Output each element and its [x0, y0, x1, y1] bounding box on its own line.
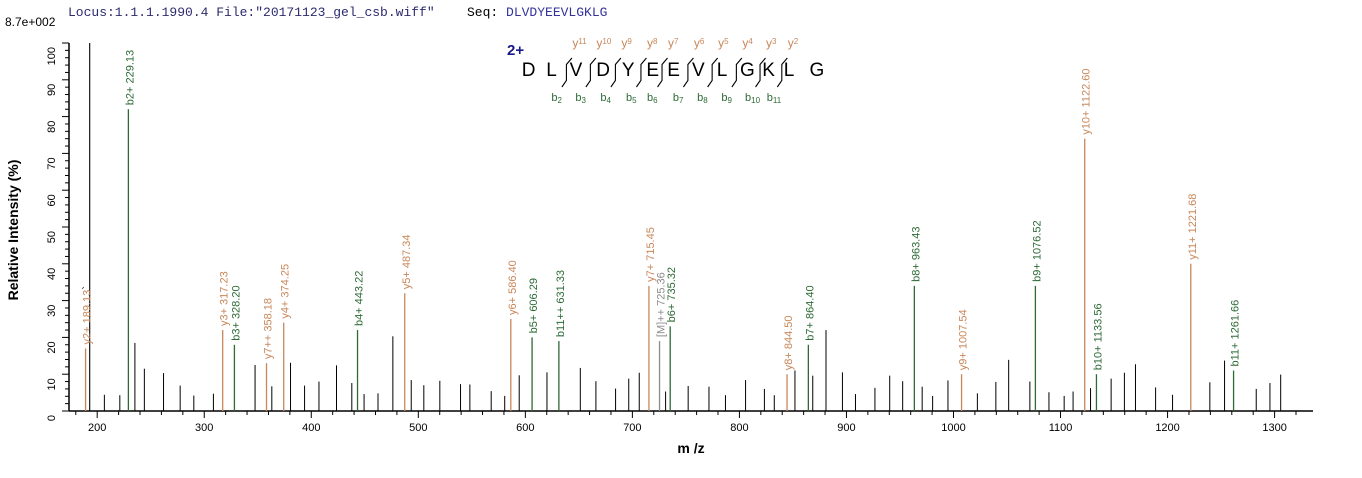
- svg-text:30: 30: [46, 305, 58, 317]
- svg-text:V: V: [570, 60, 583, 81]
- svg-text:1100: 1100: [1049, 422, 1073, 434]
- svg-text:80: 80: [46, 121, 58, 133]
- svg-text:L: L: [546, 60, 557, 81]
- svg-text:60: 60: [46, 194, 58, 206]
- svg-text:y11+ 1221.68: y11+ 1221.68: [1187, 194, 1199, 260]
- svg-text:y10+ 1122.60: y10+ 1122.60: [1081, 69, 1093, 135]
- svg-text:y3+ 317.23: y3+ 317.23: [219, 271, 231, 326]
- svg-text:b9+ 1076.52: b9+ 1076.52: [1031, 220, 1043, 281]
- svg-text:y4+ 374.25: y4+ 374.25: [280, 264, 292, 319]
- svg-text:1200: 1200: [1155, 422, 1179, 434]
- svg-text:y5+ 487.34: y5+ 487.34: [401, 234, 413, 289]
- svg-text:200: 200: [88, 422, 106, 434]
- svg-text:b2+ 229.13: b2+ 229.13: [124, 50, 136, 105]
- svg-text:D: D: [522, 60, 536, 81]
- svg-text:b5+ 606.29: b5+ 606.29: [528, 278, 540, 333]
- svg-text:800: 800: [730, 422, 748, 434]
- svg-text:1000: 1000: [941, 422, 965, 434]
- svg-text:1300: 1300: [1262, 422, 1286, 434]
- svg-text:50: 50: [46, 231, 58, 243]
- svg-text:b11++ 631.33: b11++ 631.33: [555, 270, 567, 337]
- svg-text:40: 40: [46, 268, 58, 280]
- svg-text:L: L: [784, 60, 795, 81]
- svg-text:70: 70: [46, 157, 58, 169]
- svg-text:Y: Y: [622, 60, 635, 81]
- svg-text:b11+ 1261.66: b11+ 1261.66: [1230, 300, 1242, 367]
- svg-text:2+: 2+: [507, 42, 524, 59]
- svg-text:E: E: [646, 60, 659, 81]
- svg-text:400: 400: [302, 422, 320, 434]
- svg-text:b4+ 443.22: b4+ 443.22: [354, 271, 366, 326]
- svg-text:10: 10: [46, 378, 58, 390]
- svg-text:b10+ 1133.56: b10+ 1133.56: [1092, 303, 1104, 370]
- svg-text:b7+ 864.40: b7+ 864.40: [804, 285, 816, 340]
- svg-text:m /z: m /z: [677, 440, 704, 456]
- svg-text:Relative Intensity (%): Relative Intensity (%): [5, 160, 21, 301]
- svg-text:E: E: [667, 60, 680, 81]
- svg-text:b8+ 963.43: b8+ 963.43: [910, 227, 922, 282]
- svg-text:500: 500: [409, 422, 427, 434]
- svg-text:y2+ 189.13`: y2+ 189.13`: [82, 286, 94, 344]
- svg-text:G: G: [740, 60, 755, 81]
- svg-text:100: 100: [46, 47, 58, 65]
- svg-text:b3+ 328.20: b3+ 328.20: [230, 285, 242, 340]
- svg-text:Seq: DLVDYEEVLGKLG: Seq: DLVDYEEVLGKLG: [467, 5, 607, 20]
- svg-text:D: D: [596, 60, 610, 81]
- svg-text:0: 0: [46, 415, 58, 421]
- svg-text:y7++ 358.18: y7++ 358.18: [263, 298, 275, 359]
- svg-text:L: L: [717, 60, 728, 81]
- svg-text:b6+ 735.32: b6+ 735.32: [666, 267, 678, 322]
- svg-text:y8+ 844.50: y8+ 844.50: [783, 315, 795, 370]
- svg-text:20: 20: [46, 341, 58, 353]
- svg-text:y9+ 1007.54: y9+ 1007.54: [958, 309, 970, 370]
- svg-text:90: 90: [46, 84, 58, 96]
- svg-text:K: K: [762, 60, 775, 81]
- svg-text:V: V: [692, 60, 705, 81]
- svg-text:y6+ 586.40: y6+ 586.40: [507, 260, 519, 315]
- svg-text:G: G: [809, 60, 824, 81]
- svg-text:700: 700: [623, 422, 641, 434]
- svg-text:8.7e+002: 8.7e+002: [5, 15, 56, 29]
- svg-text:Locus:1.1.1.1990.4 File:"20171: Locus:1.1.1.1990.4 File:"20171123_gel_cs…: [68, 5, 435, 20]
- svg-text:600: 600: [516, 422, 534, 434]
- svg-text:900: 900: [837, 422, 855, 434]
- svg-text:300: 300: [195, 422, 213, 434]
